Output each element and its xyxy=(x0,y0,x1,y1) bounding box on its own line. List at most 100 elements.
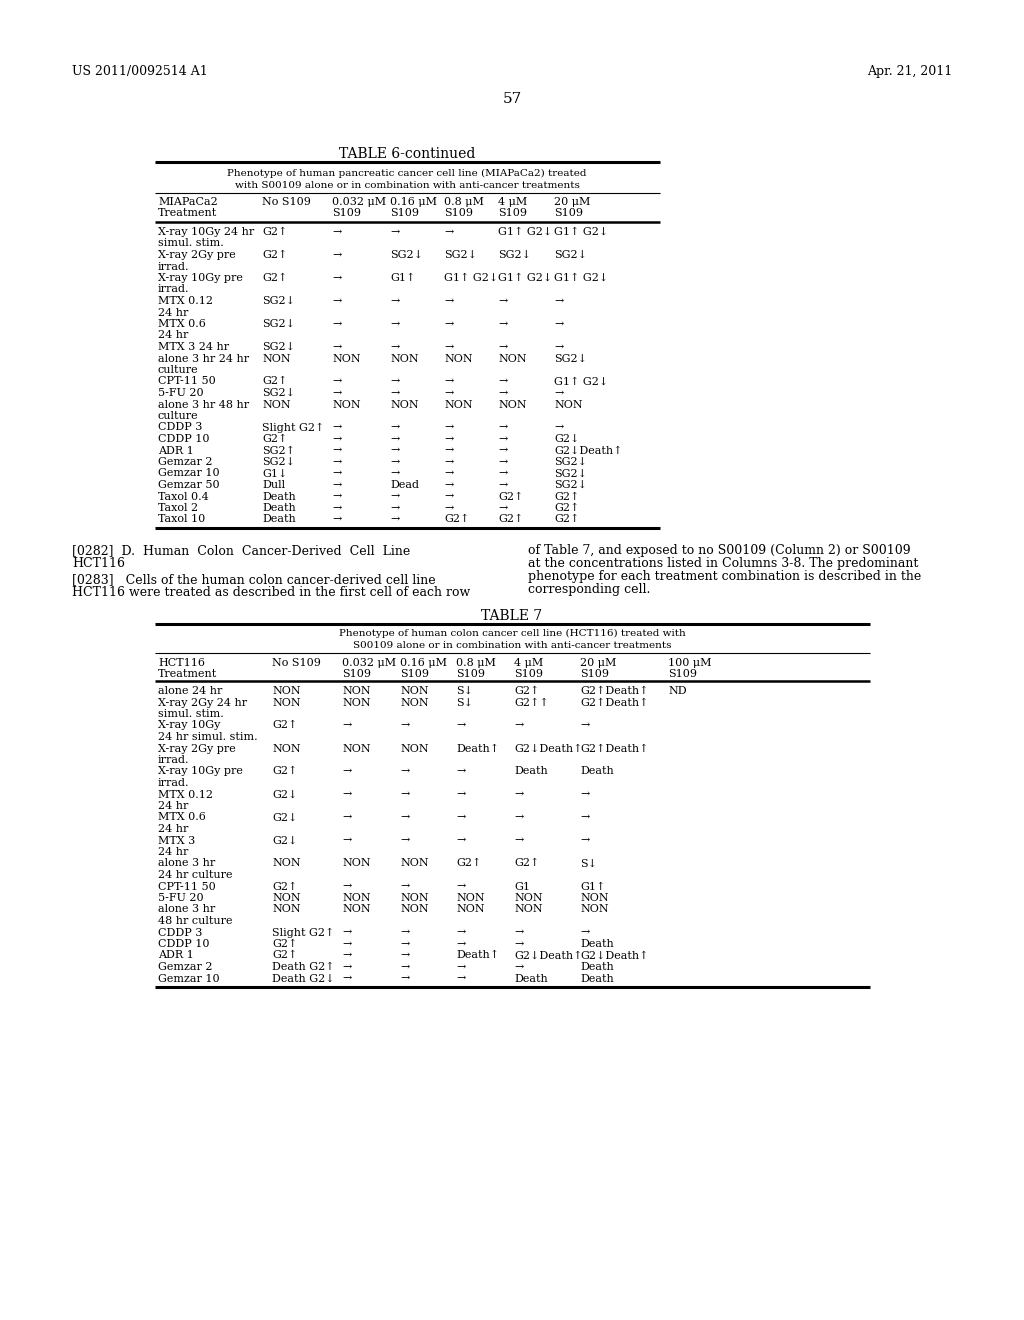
Text: S00109 alone or in combination with anti-cancer treatments: S00109 alone or in combination with anti… xyxy=(352,642,672,649)
Text: G1↑ G2↓: G1↑ G2↓ xyxy=(444,273,499,282)
Text: NON: NON xyxy=(580,904,608,915)
Text: 4 μM: 4 μM xyxy=(514,657,544,668)
Text: →: → xyxy=(444,296,454,306)
Text: G2↓Death↑: G2↓Death↑ xyxy=(514,743,583,754)
Text: →: → xyxy=(332,457,341,467)
Text: →: → xyxy=(332,319,341,329)
Text: →: → xyxy=(332,422,341,433)
Text: S109: S109 xyxy=(498,209,527,218)
Text: →: → xyxy=(498,319,507,329)
Text: →: → xyxy=(444,227,454,238)
Text: culture: culture xyxy=(158,411,199,421)
Text: Death G2↑: Death G2↑ xyxy=(272,962,335,972)
Text: X-ray 10Gy pre: X-ray 10Gy pre xyxy=(158,273,243,282)
Text: →: → xyxy=(342,962,351,972)
Text: G2↑: G2↑ xyxy=(262,273,288,282)
Text: →: → xyxy=(514,836,523,846)
Text: Gemzar 2: Gemzar 2 xyxy=(158,962,213,972)
Text: G1: G1 xyxy=(514,882,530,891)
Text: NON: NON xyxy=(400,858,429,869)
Text: →: → xyxy=(514,928,523,937)
Text: →: → xyxy=(444,434,454,444)
Text: corresponding cell.: corresponding cell. xyxy=(528,583,650,597)
Text: SG2↓: SG2↓ xyxy=(390,249,423,260)
Text: NON: NON xyxy=(342,697,371,708)
Text: Gemzar 2: Gemzar 2 xyxy=(158,457,213,467)
Text: 5-FU 20: 5-FU 20 xyxy=(158,388,204,399)
Text: TABLE 7: TABLE 7 xyxy=(481,609,543,623)
Text: NON: NON xyxy=(390,400,419,409)
Text: of Table 7, and exposed to no S00109 (Column 2) or S00109: of Table 7, and exposed to no S00109 (Co… xyxy=(528,544,910,557)
Text: S109: S109 xyxy=(554,209,583,218)
Text: Gemzar 50: Gemzar 50 xyxy=(158,480,219,490)
Text: 20 μM: 20 μM xyxy=(554,197,591,207)
Text: CPT-11 50: CPT-11 50 xyxy=(158,376,216,387)
Text: HCT116: HCT116 xyxy=(72,557,125,570)
Text: NON: NON xyxy=(272,743,301,754)
Text: CDDP 3: CDDP 3 xyxy=(158,422,203,433)
Text: 0.032 μM: 0.032 μM xyxy=(332,197,386,207)
Text: alone 24 hr: alone 24 hr xyxy=(158,686,222,696)
Text: SG2↓: SG2↓ xyxy=(262,388,295,399)
Text: 57: 57 xyxy=(503,92,521,106)
Text: 5-FU 20: 5-FU 20 xyxy=(158,894,204,903)
Text: →: → xyxy=(390,515,399,524)
Text: →: → xyxy=(390,227,399,238)
Text: S109: S109 xyxy=(444,209,473,218)
Text: X-ray 10Gy: X-ray 10Gy xyxy=(158,721,220,730)
Text: SG2↓: SG2↓ xyxy=(262,319,295,329)
Text: 48 hr culture: 48 hr culture xyxy=(158,916,232,927)
Text: →: → xyxy=(390,342,399,352)
Text: simul. stim.: simul. stim. xyxy=(158,239,224,248)
Text: 100 μM: 100 μM xyxy=(668,657,712,668)
Text: G1↓: G1↓ xyxy=(262,469,288,479)
Text: NON: NON xyxy=(580,894,608,903)
Text: 0.8 μM: 0.8 μM xyxy=(456,657,496,668)
Text: Death↑: Death↑ xyxy=(456,743,499,754)
Text: Death: Death xyxy=(580,962,613,972)
Text: MTX 0.6: MTX 0.6 xyxy=(158,319,206,329)
Text: →: → xyxy=(498,503,507,513)
Text: →: → xyxy=(580,836,590,846)
Text: →: → xyxy=(342,939,351,949)
Text: NON: NON xyxy=(332,400,360,409)
Text: SG2↓: SG2↓ xyxy=(554,457,587,467)
Text: Death: Death xyxy=(262,515,296,524)
Text: →: → xyxy=(390,434,399,444)
Text: 0.8 μM: 0.8 μM xyxy=(444,197,484,207)
Text: →: → xyxy=(342,882,351,891)
Text: irrad.: irrad. xyxy=(158,261,189,272)
Text: →: → xyxy=(580,721,590,730)
Text: Taxol 10: Taxol 10 xyxy=(158,515,205,524)
Text: →: → xyxy=(332,296,341,306)
Text: S109: S109 xyxy=(332,209,361,218)
Text: →: → xyxy=(554,388,563,399)
Text: MTX 0.12: MTX 0.12 xyxy=(158,296,213,306)
Text: NON: NON xyxy=(272,904,301,915)
Text: →: → xyxy=(498,434,507,444)
Text: →: → xyxy=(400,939,410,949)
Text: NON: NON xyxy=(400,686,429,696)
Text: G2↑: G2↑ xyxy=(262,249,288,260)
Text: G2↑Death↑: G2↑Death↑ xyxy=(580,697,648,708)
Text: SG2↓: SG2↓ xyxy=(554,480,587,490)
Text: →: → xyxy=(390,469,399,479)
Text: SG2↓: SG2↓ xyxy=(444,249,477,260)
Text: MIAPaCa2: MIAPaCa2 xyxy=(158,197,218,207)
Text: MTX 0.6: MTX 0.6 xyxy=(158,813,206,822)
Text: Death: Death xyxy=(262,503,296,513)
Text: S109: S109 xyxy=(390,209,419,218)
Text: →: → xyxy=(342,836,351,846)
Text: Death: Death xyxy=(580,974,613,983)
Text: Death↑: Death↑ xyxy=(456,950,499,961)
Text: Death G2↓: Death G2↓ xyxy=(272,974,335,983)
Text: alone 3 hr: alone 3 hr xyxy=(158,904,215,915)
Text: NON: NON xyxy=(272,894,301,903)
Text: G2↑: G2↑ xyxy=(262,434,288,444)
Text: alone 3 hr 24 hr: alone 3 hr 24 hr xyxy=(158,354,249,363)
Text: 4 μM: 4 μM xyxy=(498,197,527,207)
Text: No S109: No S109 xyxy=(262,197,311,207)
Text: MTX 3 24 hr: MTX 3 24 hr xyxy=(158,342,229,352)
Text: →: → xyxy=(390,446,399,455)
Text: HCT116: HCT116 xyxy=(158,657,205,668)
